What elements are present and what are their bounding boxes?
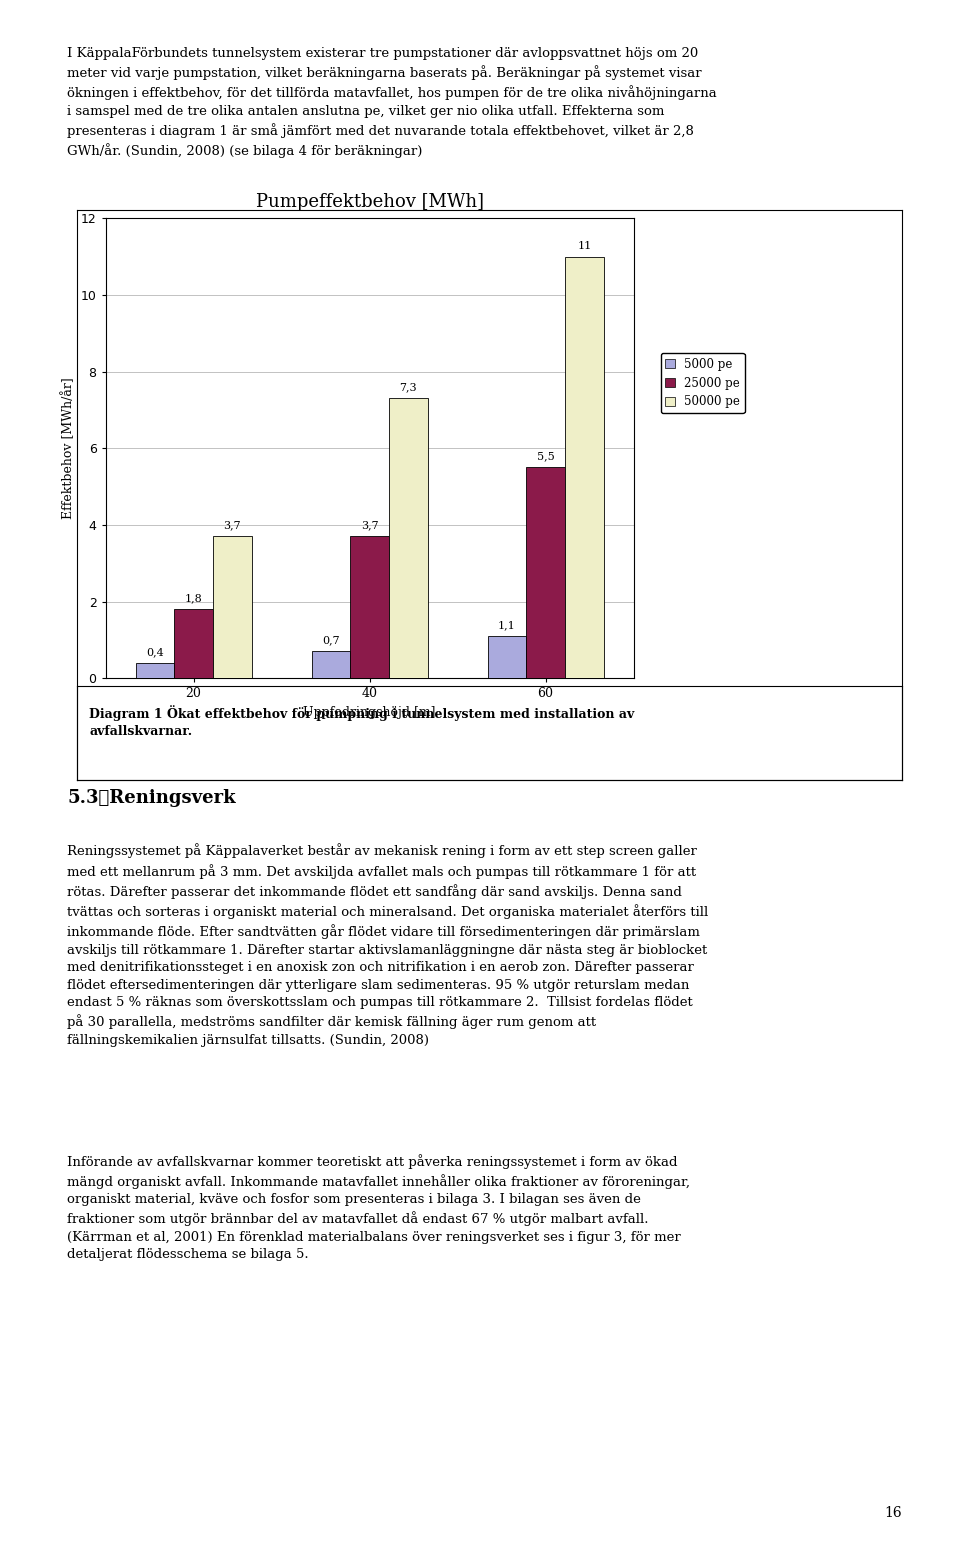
Bar	[213, 536, 252, 678]
Bar	[389, 399, 428, 678]
Text: 16: 16	[884, 1506, 901, 1520]
Text: Diagram 1 Ökat effektbehov för pumpning i tunnelsystem med installation av
avfal: Diagram 1 Ökat effektbehov för pumpning …	[89, 705, 635, 737]
Bar	[135, 663, 175, 678]
Bar	[526, 468, 564, 678]
Text: 0,4: 0,4	[146, 647, 164, 656]
Text: 3,7: 3,7	[361, 521, 378, 530]
Text: I KäppalaFörbundets tunnelsystem existerar tre pumpstationer där avloppsvattnet : I KäppalaFörbundets tunnelsystem exister…	[67, 47, 717, 157]
Text: 11: 11	[577, 240, 591, 251]
Title: Pumpeffektbehov [MWh]: Pumpeffektbehov [MWh]	[255, 193, 484, 210]
Bar	[488, 636, 526, 678]
Text: 5.3	Reningsverk: 5.3 Reningsverk	[67, 789, 236, 808]
Legend: 5000 pe, 25000 pe, 50000 pe: 5000 pe, 25000 pe, 50000 pe	[660, 352, 745, 413]
Text: 5,5: 5,5	[537, 452, 555, 461]
Y-axis label: Effektbehov [MWh/år]: Effektbehov [MWh/år]	[61, 377, 75, 519]
Bar	[564, 257, 604, 678]
Text: 1,1: 1,1	[498, 620, 516, 630]
Text: Införande av avfallskvarnar kommer teoretiskt att påverka reningssystemet i form: Införande av avfallskvarnar kommer teore…	[67, 1154, 690, 1261]
Bar	[350, 536, 389, 678]
Text: 3,7: 3,7	[224, 521, 241, 530]
Text: Reningssystemet på Käppalaverket består av mekanisk rening i form av ett step sc: Reningssystemet på Käppalaverket består …	[67, 843, 708, 1048]
Text: 7,3: 7,3	[399, 382, 418, 393]
Text: 0,7: 0,7	[322, 636, 340, 645]
Bar	[311, 652, 350, 678]
X-axis label: Uppfodringshöjd [m]: Uppfodringshöjd [m]	[303, 706, 436, 719]
Bar	[175, 610, 213, 678]
Text: 1,8: 1,8	[184, 594, 203, 603]
